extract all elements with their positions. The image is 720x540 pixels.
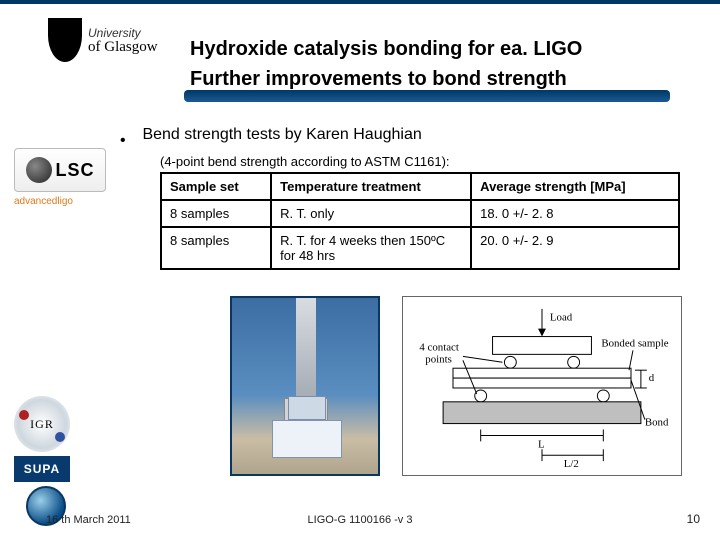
- crest-icon: [48, 18, 82, 62]
- th-avg-strength: Average strength [MPa]: [471, 173, 679, 200]
- slide-title-2: Further improvements to bond strength: [190, 68, 670, 91]
- label-bonded: Bonded sample: [601, 337, 668, 349]
- red-dot-icon: [19, 410, 29, 420]
- footer-docid: LIGO-G 1100166 -v 3: [0, 514, 720, 526]
- th-sample-set: Sample set: [161, 173, 271, 200]
- td-treatment: R. T. for 4 weeks then 150ºC for 48 hrs: [271, 227, 471, 269]
- supa-logo: SUPA: [14, 456, 70, 482]
- sample-shape: [288, 396, 326, 420]
- table-row: 8 samples R. T. only 18. 0 +/- 2. 8: [161, 200, 679, 227]
- lsc-logo: LSC: [14, 148, 106, 192]
- label-Lhalf: L/2: [564, 458, 579, 470]
- slide-title-2-wrap: Further improvements to bond strength: [190, 68, 670, 91]
- uni-line1: University: [88, 26, 158, 40]
- title-underline: [184, 90, 670, 102]
- footer-page-number: 10: [687, 512, 700, 526]
- label-contact-2: points: [425, 353, 452, 365]
- label-bond: Bond: [645, 417, 669, 429]
- bullet-dot-icon: •: [120, 132, 126, 138]
- advancedligo-text: advancedligo: [14, 196, 110, 207]
- stage-shape: [272, 420, 342, 458]
- four-point-diagram: Load 4 contact points Bonded sample Bond…: [402, 296, 682, 476]
- table-header-row: Sample set Temperature treatment Average…: [161, 173, 679, 200]
- bullet-line: • Bend strength tests by Karen Haughian: [120, 126, 422, 144]
- td-strength: 18. 0 +/- 2. 8: [471, 200, 679, 227]
- astm-note: (4-point bend strength according to ASTM…: [160, 154, 450, 169]
- label-load: Load: [550, 312, 573, 324]
- th-temp-treatment: Temperature treatment: [271, 173, 471, 200]
- results-table: Sample set Temperature treatment Average…: [160, 172, 680, 270]
- university-logo: University of Glasgow: [48, 18, 158, 62]
- blue-dot-icon: [55, 432, 65, 442]
- bullet-text: Bend strength tests by Karen Haughian: [142, 126, 421, 143]
- lsc-text: LSC: [56, 160, 95, 181]
- td-strength: 20. 0 +/- 2. 9: [471, 227, 679, 269]
- uni-line2: of Glasgow: [88, 40, 158, 54]
- left-logo-stack: LSC advancedligo: [14, 148, 110, 207]
- label-L: L: [538, 438, 545, 450]
- td-treatment: R. T. only: [271, 200, 471, 227]
- td-sample: 8 samples: [161, 200, 271, 227]
- td-sample: 8 samples: [161, 227, 271, 269]
- igr-text: IGR: [30, 417, 54, 432]
- university-text: University of Glasgow: [88, 26, 158, 54]
- lsc-sphere-icon: [26, 157, 52, 183]
- label-d: d: [649, 372, 655, 384]
- top-accent: [0, 0, 720, 4]
- bend-test-photo: [230, 296, 380, 476]
- label-contact-1: 4 contact: [419, 341, 459, 353]
- slide-title-1: Hydroxide catalysis bonding for ea. LIGO: [190, 38, 582, 61]
- igr-logo: IGR: [14, 396, 70, 452]
- table-row: 8 samples R. T. for 4 weeks then 150ºC f…: [161, 227, 679, 269]
